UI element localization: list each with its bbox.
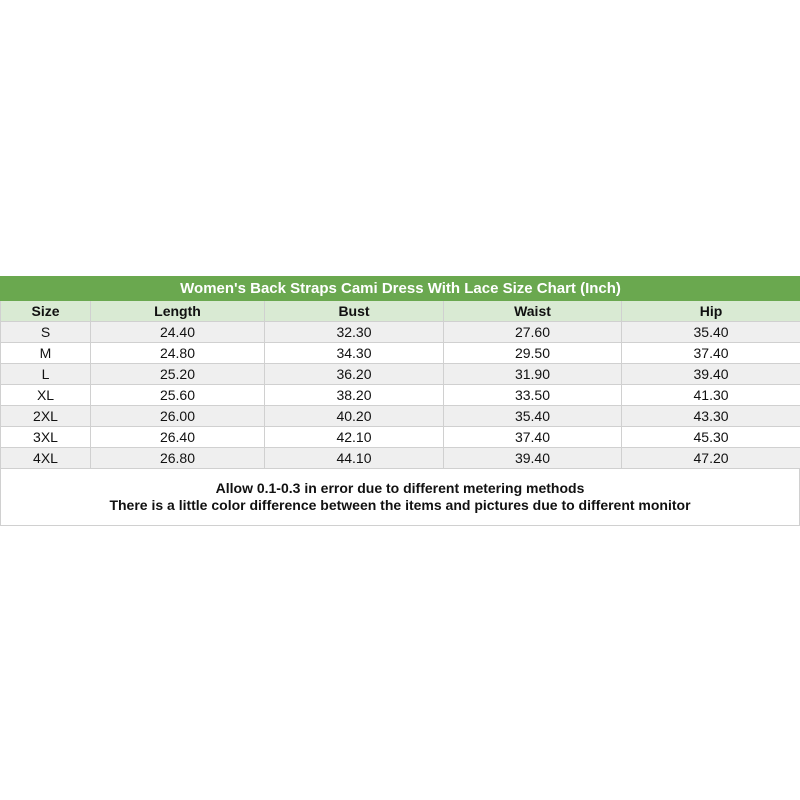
size-table: Women's Back Straps Cami Dress With Lace…: [0, 276, 800, 469]
cell-length: 24.40: [90, 321, 265, 343]
header-size: Size: [0, 300, 91, 322]
cell-length: 26.00: [90, 405, 265, 427]
table-row: M 24.80 34.30 29.50 37.40: [0, 342, 800, 364]
table-row: S 24.40 32.30 27.60 35.40: [0, 321, 800, 343]
cell-waist: 35.40: [443, 405, 622, 427]
table-row: 4XL 26.80 44.10 39.40 47.20: [0, 447, 800, 469]
cell-bust: 36.20: [264, 363, 444, 385]
cell-waist: 29.50: [443, 342, 622, 364]
cell-bust: 32.30: [264, 321, 444, 343]
cell-size: M: [0, 342, 91, 364]
header-waist: Waist: [443, 300, 622, 322]
header-hip: Hip: [620, 300, 800, 322]
cell-waist: 37.40: [443, 426, 622, 448]
cell-bust: 42.10: [264, 426, 444, 448]
cell-bust: 34.30: [264, 342, 444, 364]
note-color: There is a little color difference betwe…: [109, 497, 691, 513]
cell-bust: 38.20: [264, 384, 444, 406]
table-row: XL 25.60 38.20 33.50 41.30: [0, 384, 800, 406]
cell-hip: 47.20: [620, 447, 800, 469]
header-length: Length: [90, 300, 265, 322]
cell-length: 25.60: [90, 384, 265, 406]
cell-hip: 41.30: [620, 384, 800, 406]
cell-length: 26.40: [90, 426, 265, 448]
cell-size: 3XL: [0, 426, 91, 448]
table-row: 2XL 26.00 40.20 35.40 43.30: [0, 405, 800, 427]
cell-hip: 43.30: [620, 405, 800, 427]
cell-waist: 27.60: [443, 321, 622, 343]
cell-size: L: [0, 363, 91, 385]
cell-length: 25.20: [90, 363, 265, 385]
cell-size: 2XL: [0, 405, 91, 427]
cell-hip: 35.40: [620, 321, 800, 343]
cell-waist: 31.90: [443, 363, 622, 385]
notes: Allow 0.1-0.3 in error due to different …: [0, 469, 800, 526]
cell-bust: 40.20: [264, 405, 444, 427]
cell-length: 24.80: [90, 342, 265, 364]
chart-title: Women's Back Straps Cami Dress With Lace…: [0, 276, 800, 301]
header-row: Size Length Bust Waist Hip: [0, 300, 800, 322]
cell-length: 26.80: [90, 447, 265, 469]
cell-waist: 39.40: [443, 447, 622, 469]
size-chart: Women's Back Straps Cami Dress With Lace…: [0, 276, 800, 526]
cell-hip: 45.30: [620, 426, 800, 448]
table-row: L 25.20 36.20 31.90 39.40: [0, 363, 800, 385]
table-row: 3XL 26.40 42.10 37.40 45.30: [0, 426, 800, 448]
cell-hip: 37.40: [620, 342, 800, 364]
note-error: Allow 0.1-0.3 in error due to different …: [215, 480, 585, 496]
cell-size: 4XL: [0, 447, 91, 469]
cell-size: XL: [0, 384, 91, 406]
cell-waist: 33.50: [443, 384, 622, 406]
cell-hip: 39.40: [620, 363, 800, 385]
cell-size: S: [0, 321, 91, 343]
cell-bust: 44.10: [264, 447, 444, 469]
header-bust: Bust: [264, 300, 444, 322]
